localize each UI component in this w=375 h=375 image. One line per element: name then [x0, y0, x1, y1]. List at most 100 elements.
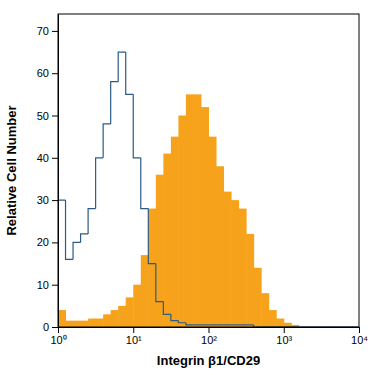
histogram-bar [163, 154, 171, 327]
histogram-step [73, 242, 81, 259]
marks [58, 52, 359, 327]
histogram-step [96, 158, 104, 209]
histogram-step [58, 200, 66, 327]
histogram-bar [111, 310, 119, 327]
histogram-bar [186, 94, 194, 327]
histogram-bar [284, 323, 292, 327]
histogram-step [156, 264, 164, 302]
histogram-step [103, 124, 111, 158]
histogram-step [126, 52, 134, 94]
histogram-bar [239, 209, 247, 327]
histogram-step [133, 94, 141, 157]
histogram-bar [118, 306, 126, 327]
histogram-bar [276, 319, 284, 327]
histogram-step [178, 321, 186, 323]
histogram-step [88, 209, 96, 234]
histogram-bar [156, 175, 164, 327]
histogram-step [186, 323, 194, 325]
histogram-step [171, 314, 179, 320]
histogram-bar [73, 321, 81, 327]
histogram-bar [148, 209, 156, 327]
x-tick-mark [209, 327, 210, 333]
histogram-step [193, 324, 201, 325]
x-tick-label: 10³ [276, 334, 292, 346]
y-tick: 30 [37, 194, 58, 206]
y-tick-label: 0 [43, 321, 49, 333]
plot-frame [58, 14, 359, 327]
x-tick-mark [359, 327, 360, 333]
histogram-bar [269, 310, 277, 327]
y-tick-label: 50 [37, 110, 49, 122]
histogram-bar [231, 200, 239, 327]
y-tick-label: 60 [37, 67, 49, 79]
histogram-step [81, 234, 89, 242]
y-tick: 70 [37, 25, 58, 37]
x-tick-label: 10¹ [126, 334, 142, 346]
y-tick-label: 40 [37, 152, 49, 164]
histogram-bar [201, 107, 209, 327]
x-tick-mark [284, 327, 285, 333]
y-tick-mark [52, 158, 58, 159]
histogram-step [224, 324, 232, 325]
y-axis-line [58, 15, 59, 328]
series-1 [58, 52, 359, 327]
histogram-bar [224, 192, 232, 327]
histogram-bar [103, 314, 111, 327]
histogram-step [111, 82, 119, 124]
y-tick: 10 [37, 279, 58, 291]
series-0 [58, 94, 299, 327]
histogram-step [216, 324, 224, 325]
y-tick-label: 70 [37, 25, 49, 37]
chart: 10⁰ 10¹ 10² 10³ 10⁴ 0 10 20 30 40 50 60 70 Integrin β… [0, 0, 375, 375]
histogram-bar [81, 321, 89, 327]
x-tick-label: 10² [201, 334, 217, 346]
histogram-step [209, 324, 217, 325]
x-tick: 10³ [276, 327, 292, 346]
histogram-step [246, 324, 254, 325]
x-tick-label: 10⁰ [50, 334, 66, 346]
histogram-bar [178, 116, 186, 327]
y-tick: 40 [37, 152, 58, 164]
histogram-bar [66, 321, 74, 327]
histogram-bar [141, 255, 149, 327]
y-axis-title: Relative Cell Number [4, 105, 19, 235]
histogram-bar [126, 297, 134, 327]
y-tick-mark [52, 327, 58, 328]
y-tick-mark [52, 200, 58, 201]
histogram-step [201, 324, 209, 325]
y-tick: 60 [37, 67, 58, 79]
histogram-bar [171, 137, 179, 327]
x-tick-mark [133, 327, 134, 333]
histogram-bar [261, 293, 269, 327]
y-tick: 50 [37, 110, 58, 122]
y-tick-mark [52, 242, 58, 243]
histogram-bar [193, 94, 201, 327]
histogram-bar [209, 137, 217, 327]
y-tick-label: 10 [37, 279, 49, 291]
y-tick-label: 30 [37, 194, 49, 206]
y-tick-label: 20 [37, 236, 49, 248]
histogram-bar [254, 268, 262, 327]
x-tick: 10¹ [126, 327, 142, 346]
histogram-step [66, 200, 74, 259]
histogram-step [148, 209, 156, 264]
histogram-step [163, 302, 171, 315]
x-axis: 10⁰ 10¹ 10² 10³ 10⁴ [50, 327, 368, 346]
y-tick: 0 [43, 321, 58, 333]
x-tick: 10⁴ [351, 327, 368, 346]
histogram-step [118, 52, 126, 82]
x-axis-title: Integrin β1/CD29 [157, 353, 260, 368]
histogram-step [231, 324, 239, 325]
histogram-bar [58, 310, 66, 327]
histogram-step [239, 324, 247, 325]
histogram-step [141, 158, 149, 209]
histogram-bar [216, 166, 224, 327]
histogram-bar [133, 285, 141, 327]
y-tick-mark [52, 31, 58, 32]
histogram-bar [88, 319, 96, 327]
x-tick-mark [58, 327, 59, 333]
histogram-bar [96, 319, 104, 327]
y-axis: 0 10 20 30 40 50 60 70 [37, 15, 59, 334]
y-tick-mark [52, 285, 58, 286]
x-tick: 10² [201, 327, 217, 346]
